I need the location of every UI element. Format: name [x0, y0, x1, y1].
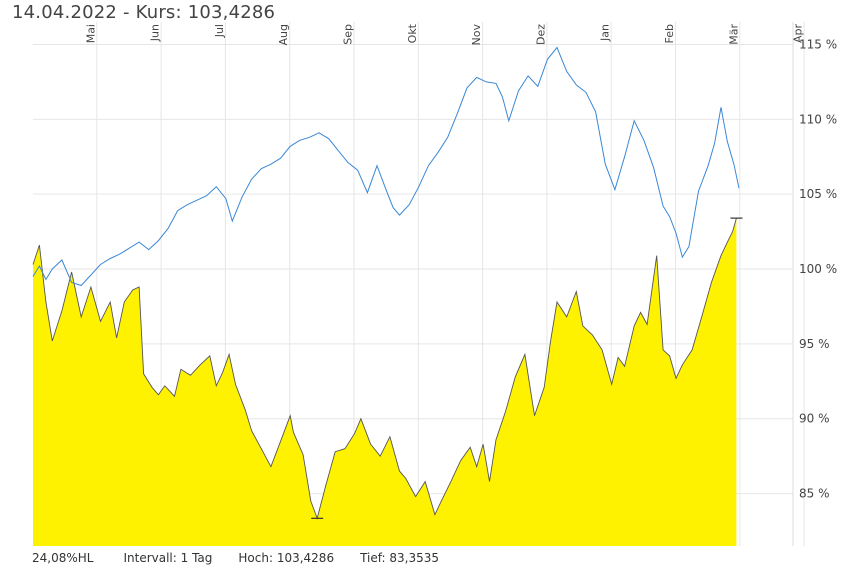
high-low-markers — [311, 217, 743, 519]
area-series-layer — [32, 217, 737, 546]
x-label-7: Dez — [534, 24, 547, 45]
x-label-1: Jun — [149, 24, 162, 42]
y-label-85: 85 % — [799, 487, 830, 501]
y-axis-labels: 85 % 90 % 95 % 100 % 105 % 110 % 115 % — [799, 37, 837, 500]
x-label-2: Jul — [213, 24, 226, 38]
x-label-11: Apr — [792, 24, 805, 44]
x-axis-labels: Mai Jun Jul Aug Sep Okt Nov Dez Jan Feb Mär Apr — [84, 23, 804, 45]
high-stat: Hoch: 103,4286 — [238, 551, 335, 565]
low-stat: Tief: 83,3535 — [360, 551, 440, 565]
y-label-90: 90 % — [799, 412, 830, 426]
y-label-105: 105 % — [799, 187, 837, 201]
header-price-value: 103,4286 — [187, 2, 276, 23]
x-label-6: Nov — [470, 24, 483, 46]
area-fill — [33, 218, 737, 546]
x-label-10: Mär — [727, 24, 740, 45]
interval-stat: Intervall: 1 Tag — [123, 551, 213, 565]
y-label-95: 95 % — [799, 337, 830, 351]
compare-series-layer — [32, 46, 740, 287]
x-label-5: Okt — [406, 23, 419, 43]
grid-lines — [33, 22, 805, 546]
y-label-110: 110 % — [799, 112, 837, 126]
y-label-100: 100 % — [799, 262, 837, 276]
header-price-label: Kurs: — [135, 2, 182, 23]
header-date: 14.04.2022 — [12, 2, 118, 23]
chart-footer: 24,08%HL Intervall: 1 Tag Hoch: 103,4286… — [32, 551, 439, 565]
header-separator: - — [117, 2, 136, 23]
x-label-3: Aug — [277, 24, 290, 45]
range-stat: 24,08%HL — [32, 551, 94, 565]
x-label-0: Mai — [84, 24, 97, 43]
compare-line — [32, 46, 740, 287]
chart-title: 14.04.2022 - Kurs: 103,4286 — [12, 2, 275, 23]
area-line — [32, 217, 737, 520]
x-label-8: Jan — [599, 24, 612, 42]
x-label-9: Feb — [663, 24, 676, 43]
y-label-115: 115 % — [799, 37, 837, 51]
x-label-4: Sep — [342, 24, 355, 45]
